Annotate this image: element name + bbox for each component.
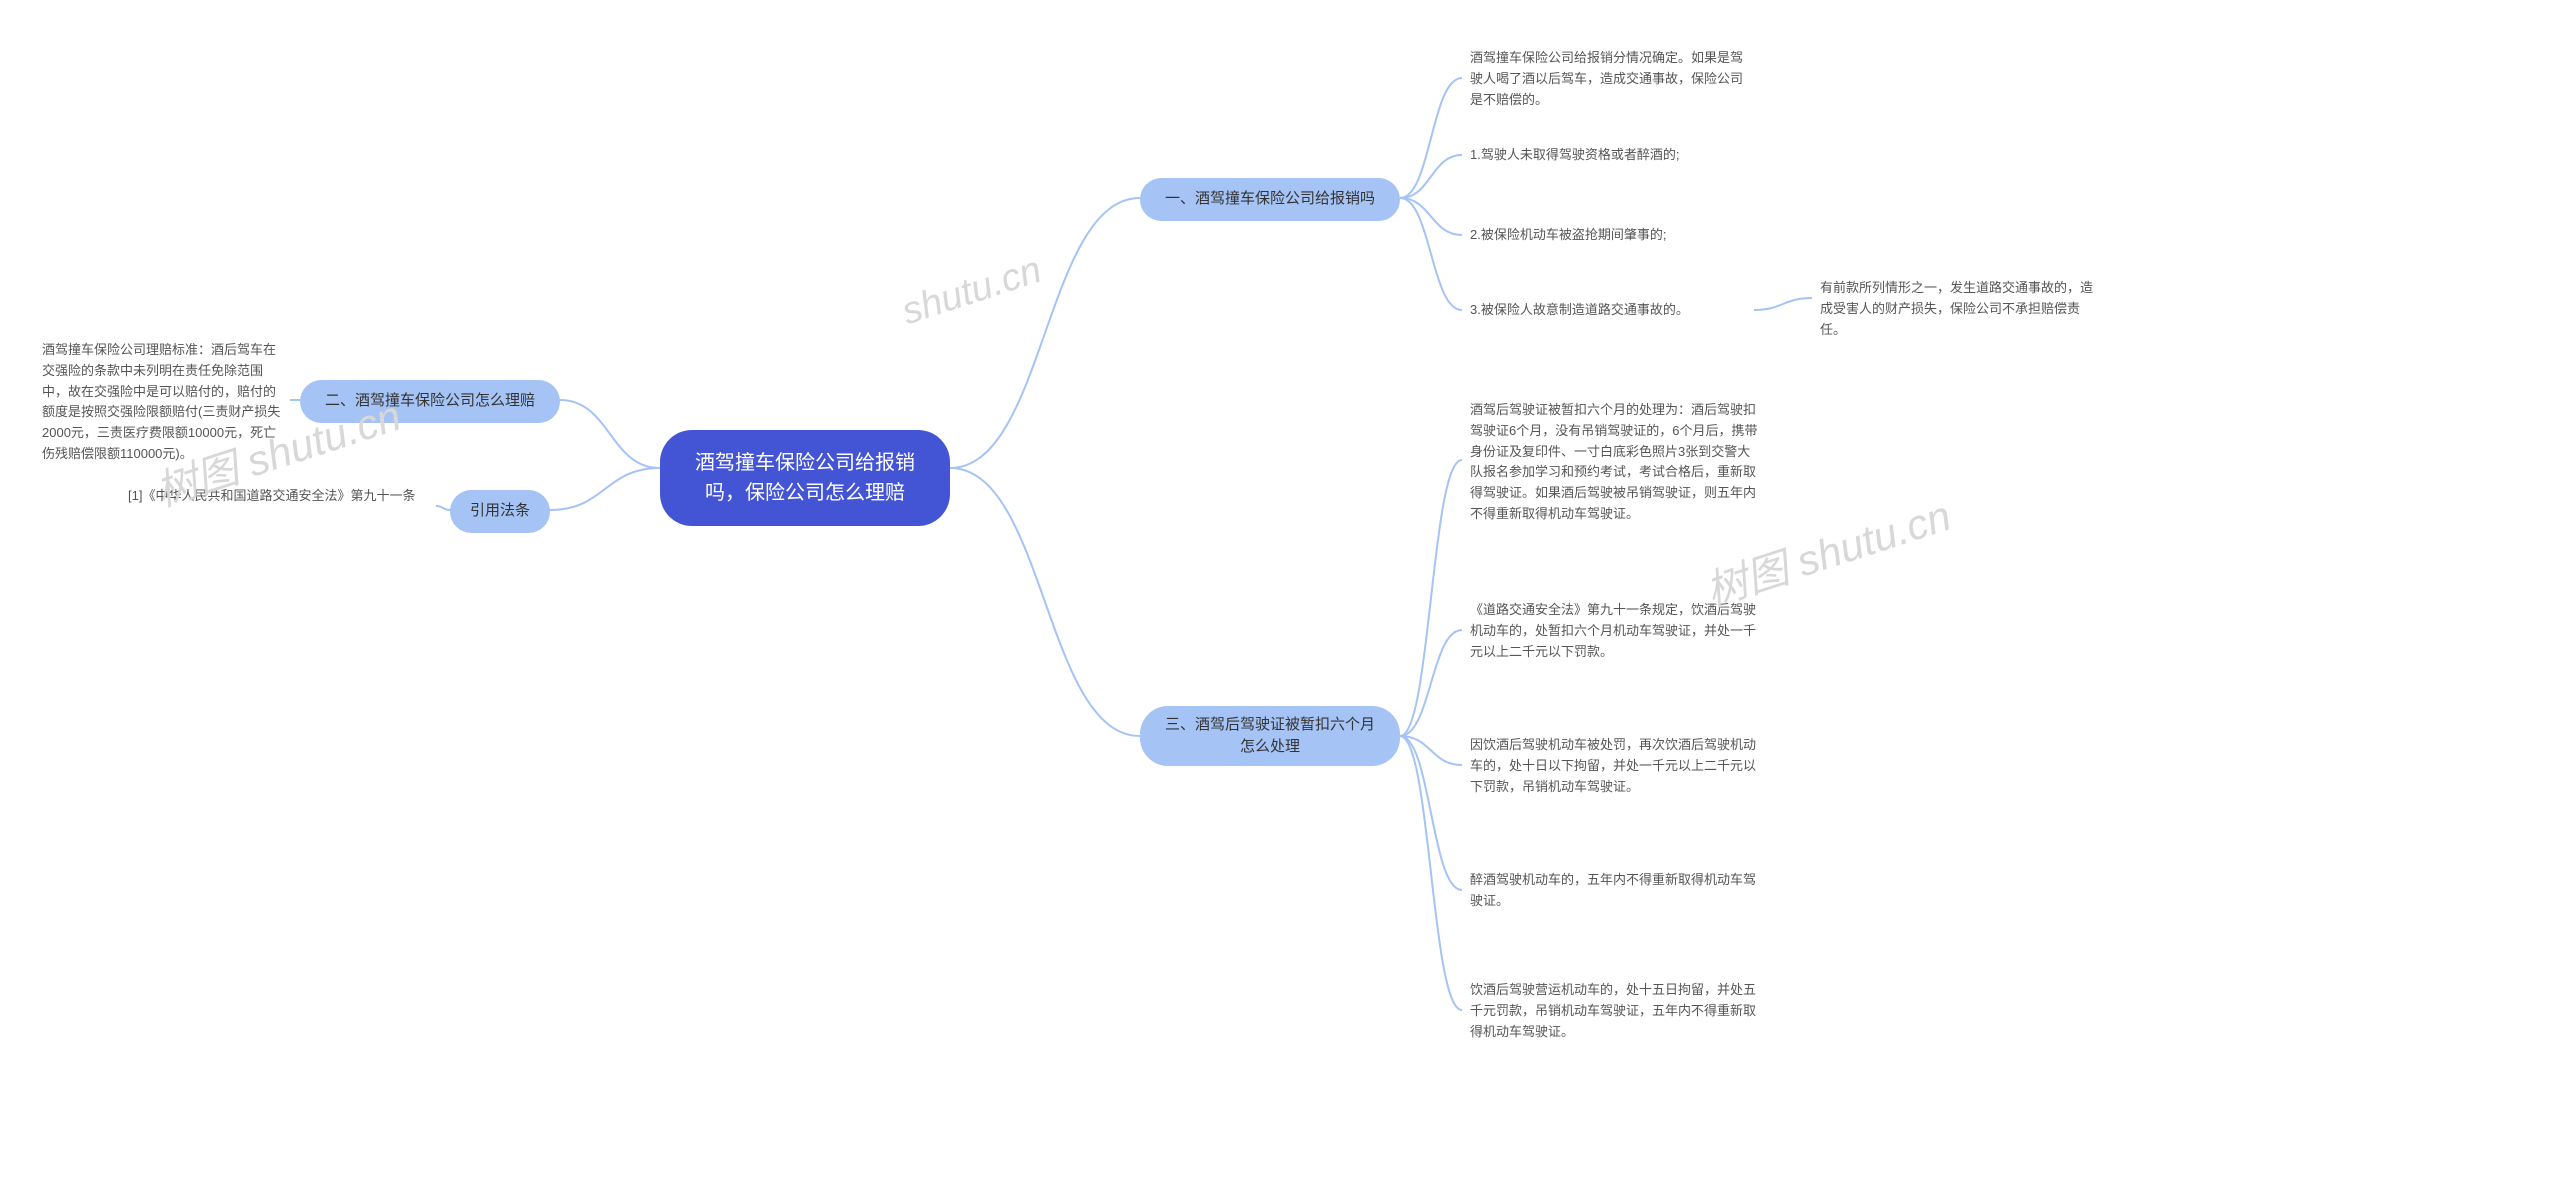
leaf-node-b2l1: 酒驾撞车保险公司理赔标准：酒后驾车在交强险的条款中未列明在责任免除范围中，故在交… — [42, 340, 282, 465]
leaf-node-b4l1: 酒驾后驾驶证被暂扣六个月的处理为：酒后驾驶扣驾驶证6个月，没有吊销驾驶证的，6个… — [1470, 400, 1760, 525]
branch-node-b2[interactable]: 二、酒驾撞车保险公司怎么理赔 — [300, 380, 560, 423]
leaf-node-b1l2: 1.驾驶人未取得驾驶资格或者醉酒的; — [1470, 145, 1679, 166]
root-node[interactable]: 酒驾撞车保险公司给报销吗，保险公司怎么理赔 — [660, 430, 950, 526]
leaf-node-b1l3: 2.被保险机动车被盗抢期间肇事的; — [1470, 225, 1666, 246]
leaf-node-b4l2: 《道路交通安全法》第九十一条规定，饮酒后驾驶机动车的，处暂扣六个月机动车驾驶证，… — [1470, 600, 1760, 662]
leaf-node-b3l1: [1]《中华人民共和国道路交通安全法》第九十一条 — [128, 486, 415, 507]
branch-node-b3[interactable]: 引用法条 — [450, 490, 550, 533]
watermark: shutu.cn — [897, 249, 1047, 334]
leaf-node-b1l4: 3.被保险人故意制造道路交通事故的。 — [1470, 300, 1689, 321]
branch-node-b4[interactable]: 三、酒驾后驾驶证被暂扣六个月怎么处理 — [1140, 706, 1400, 766]
leaf-node-b4l5: 饮酒后驾驶营运机动车的，处十五日拘留，并处五千元罚款，吊销机动车驾驶证，五年内不… — [1470, 980, 1760, 1042]
leaf-node-b1l1: 酒驾撞车保险公司给报销分情况确定。如果是驾驶人喝了酒以后驾车，造成交通事故，保险… — [1470, 48, 1750, 110]
leaf-node-b1l4a: 有前款所列情形之一，发生道路交通事故的，造成受害人的财产损失，保险公司不承担赔偿… — [1820, 278, 2100, 340]
leaf-node-b4l3: 因饮酒后驾驶机动车被处罚，再次饮酒后驾驶机动车的，处十日以下拘留，并处一千元以上… — [1470, 735, 1760, 797]
leaf-node-b4l4: 醉酒驾驶机动车的，五年内不得重新取得机动车驾驶证。 — [1470, 870, 1760, 912]
branch-node-b1[interactable]: 一、酒驾撞车保险公司给报销吗 — [1140, 178, 1400, 221]
